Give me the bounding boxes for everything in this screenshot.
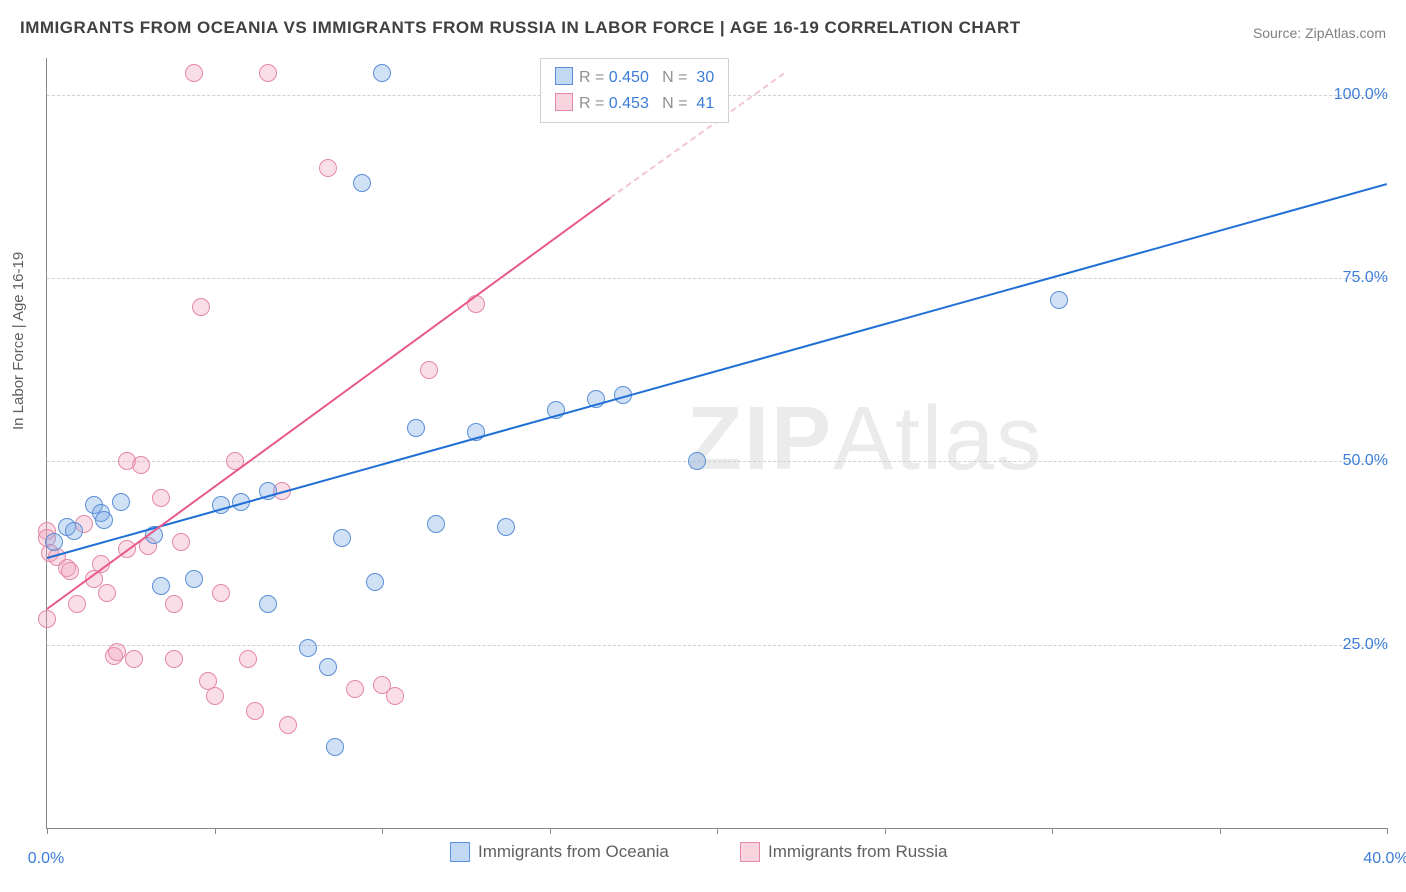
legend-r-value: 0.450	[609, 69, 649, 86]
legend-swatch	[450, 842, 470, 862]
scatter-point-oceania	[65, 522, 83, 540]
scatter-point-russia	[319, 159, 337, 177]
series-legend-label: Immigrants from Oceania	[478, 842, 669, 862]
scatter-point-russia	[386, 687, 404, 705]
source-attribution: Source: ZipAtlas.com	[1253, 25, 1386, 41]
scatter-point-russia	[259, 64, 277, 82]
gridline-horizontal	[47, 278, 1387, 279]
scatter-point-russia	[165, 595, 183, 613]
scatter-point-oceania	[373, 64, 391, 82]
scatter-point-oceania	[497, 518, 515, 536]
scatter-point-russia	[212, 584, 230, 602]
scatter-point-oceania	[319, 658, 337, 676]
scatter-point-russia	[172, 533, 190, 551]
watermark: ZIPAtlas	[687, 388, 1043, 491]
scatter-point-russia	[61, 562, 79, 580]
scatter-point-oceania	[688, 452, 706, 470]
y-tick-label: 100.0%	[1334, 86, 1388, 104]
scatter-point-russia	[279, 716, 297, 734]
scatter-point-oceania	[407, 419, 425, 437]
scatter-plot-area: ZIPAtlas	[46, 58, 1387, 829]
scatter-point-russia	[108, 643, 126, 661]
x-tick-label: 40.0%	[1363, 850, 1406, 868]
legend-n-label: N =	[649, 69, 692, 86]
legend-swatch	[740, 842, 760, 862]
series-legend-item: Immigrants from Oceania	[450, 842, 669, 862]
scatter-point-russia	[152, 489, 170, 507]
scatter-point-russia	[38, 610, 56, 628]
scatter-point-oceania	[152, 577, 170, 595]
scatter-point-russia	[192, 298, 210, 316]
series-legend-label: Immigrants from Russia	[768, 842, 947, 862]
correlation-legend-row: R = 0.453 N = 41	[555, 91, 714, 117]
legend-r-value: 0.453	[609, 95, 649, 112]
y-tick-label: 75.0%	[1343, 269, 1388, 287]
scatter-point-oceania	[366, 573, 384, 591]
legend-swatch	[555, 93, 573, 111]
scatter-point-russia	[165, 650, 183, 668]
regression-line	[46, 198, 610, 610]
scatter-point-russia	[246, 702, 264, 720]
x-tick	[1052, 828, 1053, 834]
chart-title: IMMIGRANTS FROM OCEANIA VS IMMIGRANTS FR…	[20, 18, 1021, 38]
legend-swatch	[555, 67, 573, 85]
legend-n-value: 41	[692, 95, 714, 112]
scatter-point-russia	[346, 680, 364, 698]
correlation-legend-row: R = 0.450 N = 30	[555, 65, 714, 91]
legend-r-label: R =	[579, 69, 609, 86]
scatter-point-oceania	[112, 493, 130, 511]
y-axis-label: In Labor Force | Age 16-19	[10, 252, 27, 430]
y-tick-label: 50.0%	[1343, 452, 1388, 470]
x-tick-label: 0.0%	[28, 850, 64, 868]
x-tick	[215, 828, 216, 834]
scatter-point-oceania	[95, 511, 113, 529]
scatter-point-oceania	[427, 515, 445, 533]
x-tick	[550, 828, 551, 834]
y-tick-label: 25.0%	[1343, 636, 1388, 654]
scatter-point-oceania	[333, 529, 351, 547]
legend-n-value: 30	[692, 69, 714, 86]
x-tick	[1387, 828, 1388, 834]
scatter-point-oceania	[185, 570, 203, 588]
scatter-point-oceania	[1050, 291, 1068, 309]
x-tick	[47, 828, 48, 834]
scatter-point-russia	[98, 584, 116, 602]
correlation-legend: R = 0.450 N = 30R = 0.453 N = 41	[540, 58, 729, 123]
scatter-point-russia	[206, 687, 224, 705]
scatter-point-oceania	[299, 639, 317, 657]
watermark-bold: ZIP	[687, 389, 833, 489]
scatter-point-russia	[132, 456, 150, 474]
series-legend-item: Immigrants from Russia	[740, 842, 947, 862]
watermark-rest: Atlas	[833, 389, 1043, 489]
scatter-point-russia	[68, 595, 86, 613]
regression-line	[47, 183, 1388, 559]
gridline-horizontal	[47, 645, 1387, 646]
legend-r-label: R =	[579, 95, 609, 112]
scatter-point-oceania	[45, 533, 63, 551]
scatter-point-oceania	[353, 174, 371, 192]
scatter-point-russia	[420, 361, 438, 379]
x-tick	[885, 828, 886, 834]
x-tick	[382, 828, 383, 834]
x-tick	[1220, 828, 1221, 834]
legend-n-label: N =	[649, 95, 692, 112]
scatter-point-russia	[125, 650, 143, 668]
scatter-point-russia	[185, 64, 203, 82]
x-tick	[717, 828, 718, 834]
scatter-point-russia	[239, 650, 257, 668]
scatter-point-oceania	[259, 595, 277, 613]
scatter-point-oceania	[326, 738, 344, 756]
